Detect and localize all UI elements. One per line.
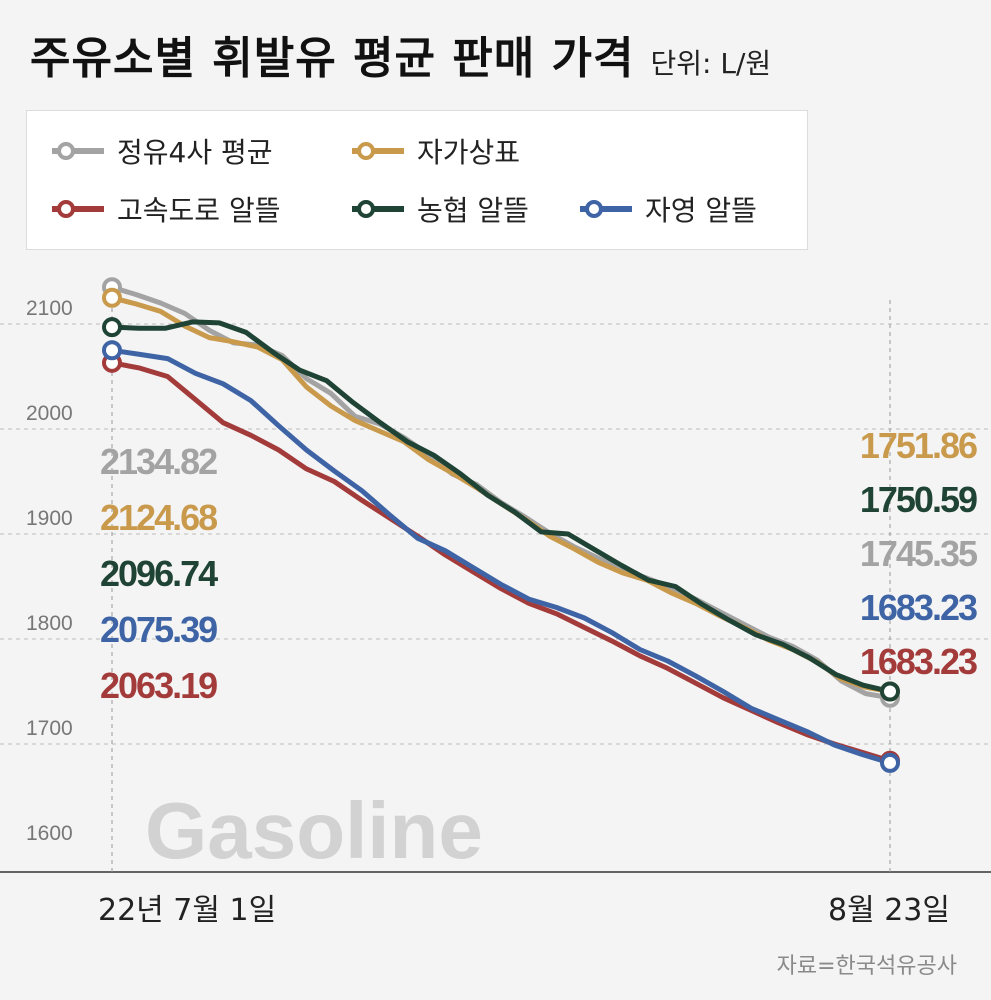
watermark-text: Gasoline xyxy=(145,786,483,875)
x-start-label: 22년 7월 1일 xyxy=(98,893,276,928)
series-line-jaga xyxy=(109,295,893,694)
start-value-label-gosok: 2063.19 xyxy=(100,665,217,706)
start-value-label-nonghyup: 2096.74 xyxy=(100,553,218,594)
legend-item-jayeong: 자영 알뜰 xyxy=(577,189,757,229)
start-value-label-jayeong: 2075.39 xyxy=(100,609,217,650)
start-value-label-jaga: 2124.68 xyxy=(100,497,217,538)
series-line-jayeong xyxy=(109,347,893,766)
unit-label: 단위: L/원 xyxy=(650,47,772,80)
source-credit: 자료=한국석유공사 xyxy=(776,954,957,979)
title-row: 주유소별 휘발유 평균 판매 가격 단위: L/원 xyxy=(30,22,771,86)
legend-label: 고속도로 알뜰 xyxy=(117,194,281,227)
start-marker-nonghyup xyxy=(102,317,122,338)
start-marker-jaga xyxy=(102,287,122,308)
series-line-nonghyup xyxy=(109,319,893,694)
y-tick-label: 2100 xyxy=(26,297,73,320)
legend-marker-icon xyxy=(52,142,104,160)
y-tick-label: 1900 xyxy=(26,507,73,530)
legend-item-jaga: 자가상표 xyxy=(349,131,520,171)
end-value-label-jayeong: 1683.23 xyxy=(860,587,977,628)
x-end-label: 8월 23일 xyxy=(828,893,950,928)
series-line-gosok xyxy=(109,360,893,764)
end-value-label-jaga: 1751.86 xyxy=(860,425,977,466)
legend-item-jeongyu: 정유4사 평균 xyxy=(49,131,273,171)
end-marker-jayeong xyxy=(880,752,900,773)
legend-marker-icon xyxy=(580,200,632,218)
y-tick-label: 1800 xyxy=(26,612,73,635)
legend-label: 자영 알뜰 xyxy=(645,194,757,227)
end-value-label-jeongyu: 1745.35 xyxy=(860,533,978,574)
legend-item-gosok: 고속도로 알뜰 xyxy=(49,189,280,229)
end-marker-nonghyup xyxy=(880,681,900,702)
legend-label: 자가상표 xyxy=(417,136,521,169)
y-tick-label: 1700 xyxy=(26,717,73,740)
legend-marker-icon xyxy=(352,142,404,160)
y-tick-label: 2000 xyxy=(26,402,73,425)
end-value-label-nonghyup: 1750.59 xyxy=(860,479,977,520)
legend-label: 농협 알뜰 xyxy=(417,194,529,227)
end-value-label-gosok: 1683.23 xyxy=(860,641,977,682)
legend: 정유4사 평균 자가상표 고속도로 알뜰 농협 알뜰 자영 알뜰 xyxy=(26,110,808,250)
y-tick-label: 1600 xyxy=(26,822,73,845)
start-marker-jayeong xyxy=(102,340,122,361)
legend-item-nonghyup: 농협 알뜰 xyxy=(349,189,529,229)
legend-label: 정유4사 평균 xyxy=(117,136,273,169)
start-value-label-jeongyu: 2134.82 xyxy=(100,441,217,482)
legend-marker-icon xyxy=(52,200,104,218)
series-line-jeongyu xyxy=(109,284,893,701)
chart-title: 주유소별 휘발유 평균 판매 가격 xyxy=(30,33,635,84)
legend-marker-icon xyxy=(352,200,404,218)
